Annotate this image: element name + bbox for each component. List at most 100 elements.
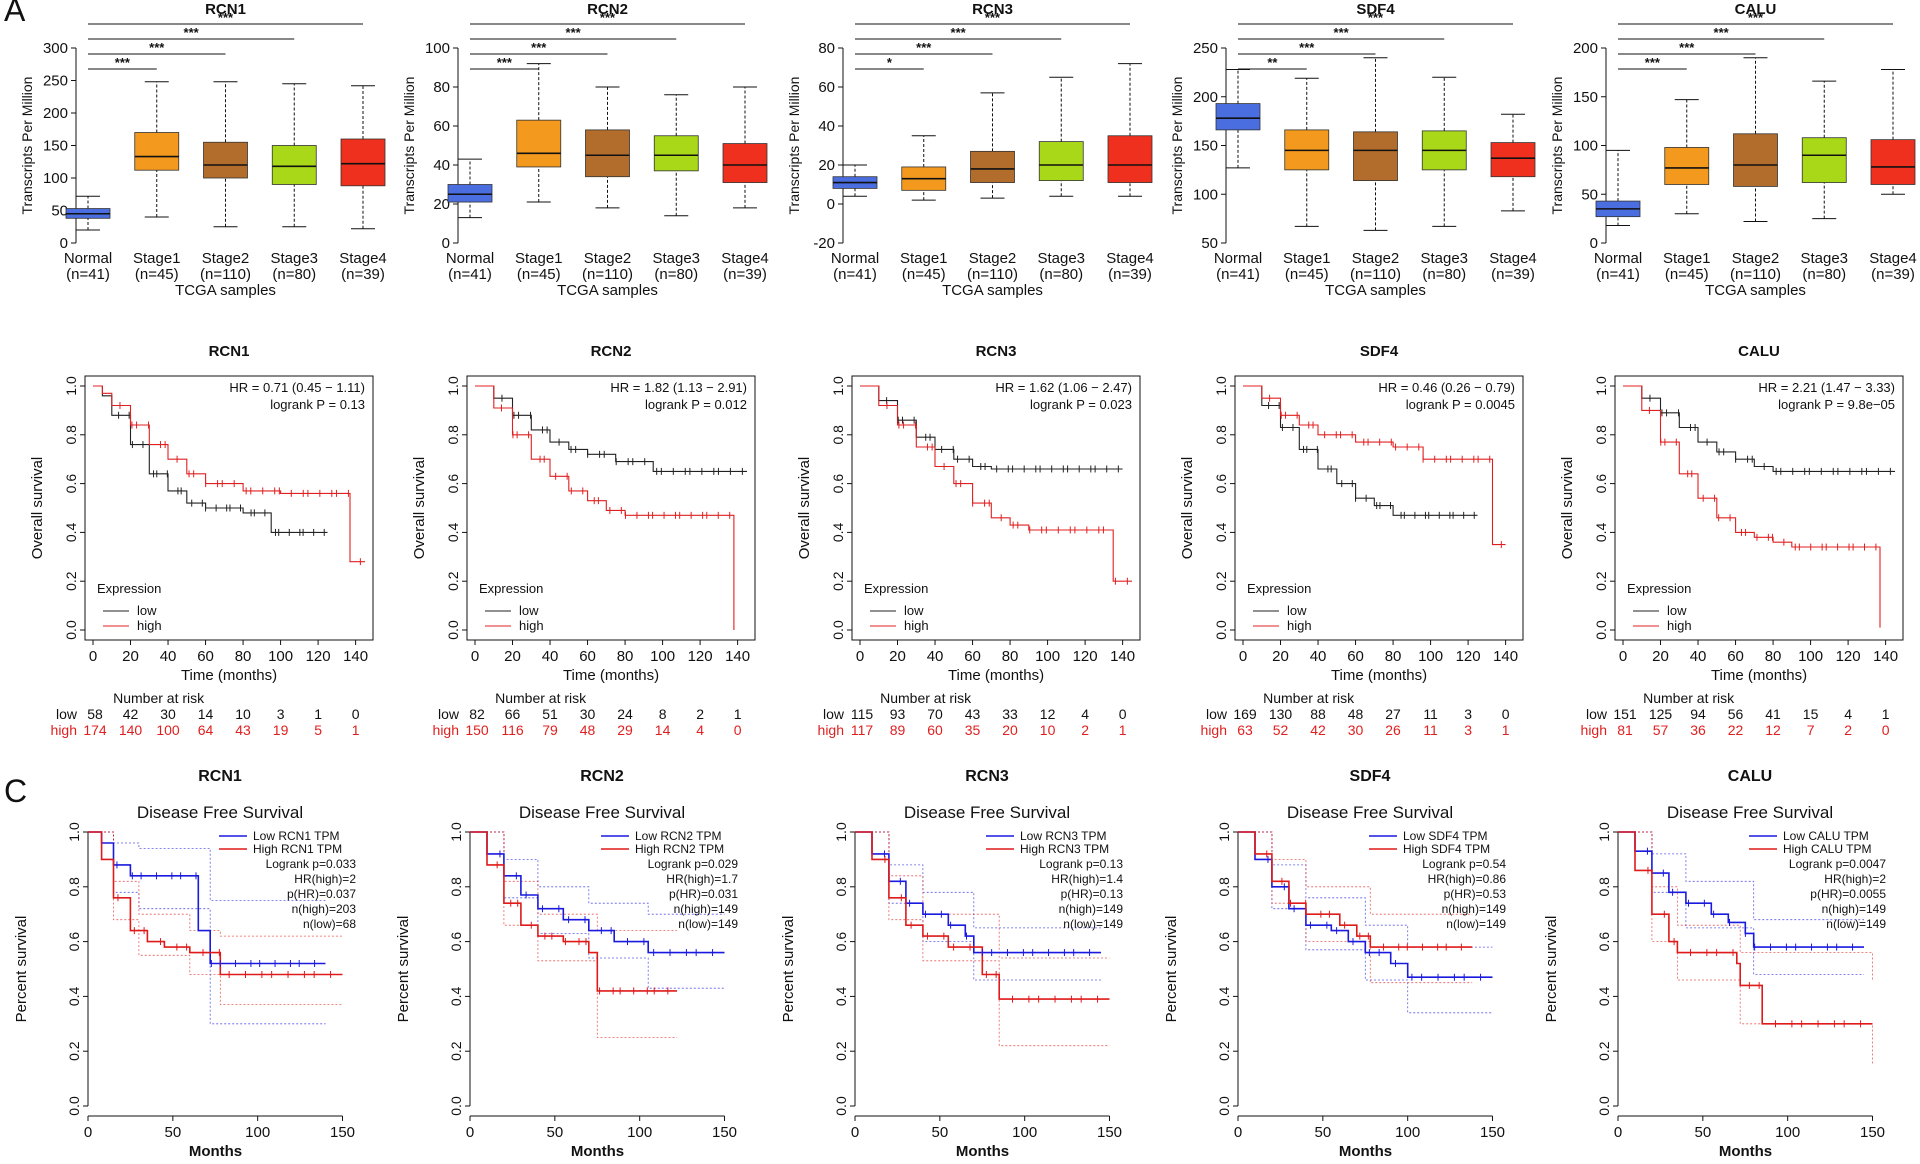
km-x-tick-label-sdf4: 0 bbox=[1239, 648, 1247, 665]
km-risk-high-value-sdf4: 30 bbox=[1348, 722, 1364, 738]
km-risk-high-value-rcn3: 20 bbox=[1002, 722, 1018, 738]
km-y-tick-label-rcn1: 0.2 bbox=[63, 571, 79, 591]
dfs-stat-sdf4: Logrank p=0.54 bbox=[1422, 857, 1506, 871]
km-risk-low-value-rcn3: 115 bbox=[851, 706, 874, 722]
km-title-rcn1: RCN1 bbox=[209, 343, 250, 360]
km-legend-low-calu: low bbox=[1667, 603, 1687, 618]
box-category-label-rcn2: Stage1 bbox=[515, 250, 563, 267]
dfs-curve-high-calu bbox=[1618, 831, 1873, 1025]
box-title-rcn3: RCN3 bbox=[972, 1, 1013, 18]
km-x-tick-label-rcn3: 60 bbox=[964, 648, 981, 665]
km-y-label-rcn1: Overall survival bbox=[29, 457, 46, 560]
dfs-x-tick-label-sdf4: 100 bbox=[1395, 1124, 1420, 1141]
km-risk-low-value-rcn1: 0 bbox=[352, 706, 360, 722]
box-category-label-rcn1: Normal bbox=[64, 250, 112, 267]
km-x-tick-label-rcn1: 100 bbox=[268, 648, 293, 665]
box-rcn1-stage2 bbox=[203, 141, 248, 179]
km-risk-low-value-rcn1: 30 bbox=[160, 706, 176, 722]
km-risk-low-value-rcn2: 30 bbox=[580, 706, 596, 722]
km-x-tick-label-rcn2: 40 bbox=[542, 648, 559, 665]
km-legend-low-rcn1: low bbox=[137, 603, 157, 618]
km-risk-low-value-rcn3: 43 bbox=[965, 706, 981, 722]
box-y-tick-label-sdf4: 150 bbox=[1193, 138, 1218, 155]
km-x-tick-label-rcn2: 120 bbox=[688, 648, 713, 665]
dfs-x-tick-label-rcn2: 100 bbox=[627, 1124, 652, 1141]
dfs-legend-low-rcn3: Low RCN3 TPM bbox=[1020, 829, 1106, 843]
km-x-tick-label-calu: 120 bbox=[1836, 648, 1861, 665]
box-x-label-rcn1: TCGA samples bbox=[175, 282, 276, 299]
km-risk-low-value-sdf4: 11 bbox=[1423, 706, 1438, 722]
box-y-tick-label-rcn2: 100 bbox=[425, 40, 450, 57]
dfs-y-tick-label-sdf4: 0.8 bbox=[1216, 877, 1232, 897]
km-risk-high-value-rcn1: 19 bbox=[273, 722, 289, 738]
dfs-stat-calu: p(HR)=0.0055 bbox=[1810, 887, 1886, 901]
dfs-y-tick-label-rcn1: 0.8 bbox=[66, 877, 82, 897]
dfs-y-tick-label-sdf4: 0.2 bbox=[1216, 1041, 1232, 1061]
km-hr-text-rcn1: HR = 0.71 (0.45 − 1.11) bbox=[229, 380, 365, 395]
km-risk-low-value-rcn1: 14 bbox=[198, 706, 214, 722]
km-risk-high-value-sdf4: 3 bbox=[1464, 722, 1472, 738]
km-x-tick-label-rcn1: 80 bbox=[235, 648, 252, 665]
dfs-stat-rcn1: n(high)=203 bbox=[292, 902, 357, 916]
km-risk-high-value-rcn1: 140 bbox=[119, 722, 143, 738]
box-count-label-calu: (n=110) bbox=[1730, 266, 1781, 283]
box-category-label-calu: Normal bbox=[1594, 250, 1642, 267]
box-y-tick-label-rcn3: 40 bbox=[818, 118, 835, 135]
dfs-legend-high-rcn3: High RCN3 TPM bbox=[1020, 842, 1109, 856]
km-risk-low-value-rcn1: 10 bbox=[235, 706, 251, 722]
dfs-legend-high-rcn2: High RCN2 TPM bbox=[635, 842, 724, 856]
km-legend-high-sdf4: high bbox=[1287, 618, 1312, 633]
km-x-tick-label-sdf4: 80 bbox=[1385, 648, 1402, 665]
dfs-y-tick-label-rcn1: 0.2 bbox=[66, 1041, 82, 1061]
km-x-tick-label-rcn3: 0 bbox=[856, 648, 864, 665]
dfs-title-calu: Disease Free Survival bbox=[1667, 803, 1833, 822]
dfs-stat-calu: n(high)=149 bbox=[1822, 902, 1887, 916]
km-curve-high-rcn2 bbox=[475, 385, 735, 630]
box-sdf4-stage4 bbox=[1490, 142, 1536, 178]
box-count-label-calu: (n=39) bbox=[1871, 266, 1915, 283]
dfs-x-tick-label-rcn1: 0 bbox=[84, 1124, 92, 1141]
dfs-stat-calu: n(low)=149 bbox=[1826, 917, 1886, 931]
km-risk-low-value-rcn1: 42 bbox=[123, 706, 139, 722]
sig-label-calu: *** bbox=[1645, 55, 1661, 70]
km-x-tick-label-calu: 20 bbox=[1652, 648, 1669, 665]
km-risk-high-value-sdf4: 26 bbox=[1385, 722, 1401, 738]
box-count-label-rcn2: (n=45) bbox=[517, 266, 561, 283]
box-y-tick-label-rcn1: 50 bbox=[51, 203, 68, 220]
box-category-label-sdf4: Stage1 bbox=[1283, 250, 1331, 267]
dfs-stat-rcn1: n(low)=68 bbox=[303, 917, 356, 931]
box-y-tick-label-rcn3: -20 bbox=[813, 235, 835, 252]
box-category-label-sdf4: Stage4 bbox=[1489, 250, 1537, 267]
km-y-tick-label-rcn1: 0.6 bbox=[63, 474, 79, 494]
km-p-text-rcn2: logrank P = 0.012 bbox=[645, 397, 747, 412]
km-x-tick-label-rcn3: 80 bbox=[1002, 648, 1019, 665]
dfs-x-tick-label-rcn3: 150 bbox=[1097, 1124, 1122, 1141]
km-x-tick-label-rcn1: 40 bbox=[160, 648, 177, 665]
dfs-gene-title-sdf4: SDF4 bbox=[1350, 768, 1391, 785]
km-y-tick-label-calu: 0.4 bbox=[1593, 522, 1609, 542]
km-risk-low-value-calu: 125 bbox=[1649, 706, 1673, 722]
box-count-label-rcn1: (n=41) bbox=[66, 266, 110, 283]
box-y-tick-label-rcn1: 300 bbox=[43, 40, 68, 57]
km-risk-title-calu: Number at risk bbox=[1643, 690, 1735, 706]
km-risk-low-value-calu: 41 bbox=[1765, 706, 1781, 722]
km-risk-low-value-sdf4: 27 bbox=[1385, 706, 1401, 722]
dfs-y-label-calu: Percent survival bbox=[1543, 916, 1560, 1023]
sig-label-calu: *** bbox=[1748, 10, 1764, 25]
km-y-label-rcn2: Overall survival bbox=[411, 457, 428, 560]
dfs-ci-low-rcn2 bbox=[470, 831, 725, 915]
box-sdf4-stage2 bbox=[1353, 131, 1398, 182]
box-count-label-sdf4: (n=39) bbox=[1491, 266, 1535, 283]
km-y-tick-label-rcn3: 0.0 bbox=[830, 620, 846, 640]
km-x-tick-label-rcn3: 40 bbox=[927, 648, 944, 665]
km-x-tick-label-calu: 0 bbox=[1619, 648, 1627, 665]
dfs-ci-low-rcn3 bbox=[855, 831, 1101, 929]
km-risk-high-value-calu: 81 bbox=[1617, 722, 1633, 738]
box-category-label-calu: Stage4 bbox=[1869, 250, 1917, 267]
km-hr-text-rcn2: HR = 1.82 (1.13 − 2.91) bbox=[610, 380, 747, 395]
km-y-tick-label-rcn3: 0.8 bbox=[830, 425, 846, 445]
box-count-label-rcn3: (n=45) bbox=[902, 266, 946, 283]
km-risk-high-value-sdf4: 1 bbox=[1502, 722, 1510, 738]
box-count-label-rcn2: (n=110) bbox=[582, 266, 633, 283]
box-y-tick-label-rcn2: 60 bbox=[433, 118, 450, 135]
